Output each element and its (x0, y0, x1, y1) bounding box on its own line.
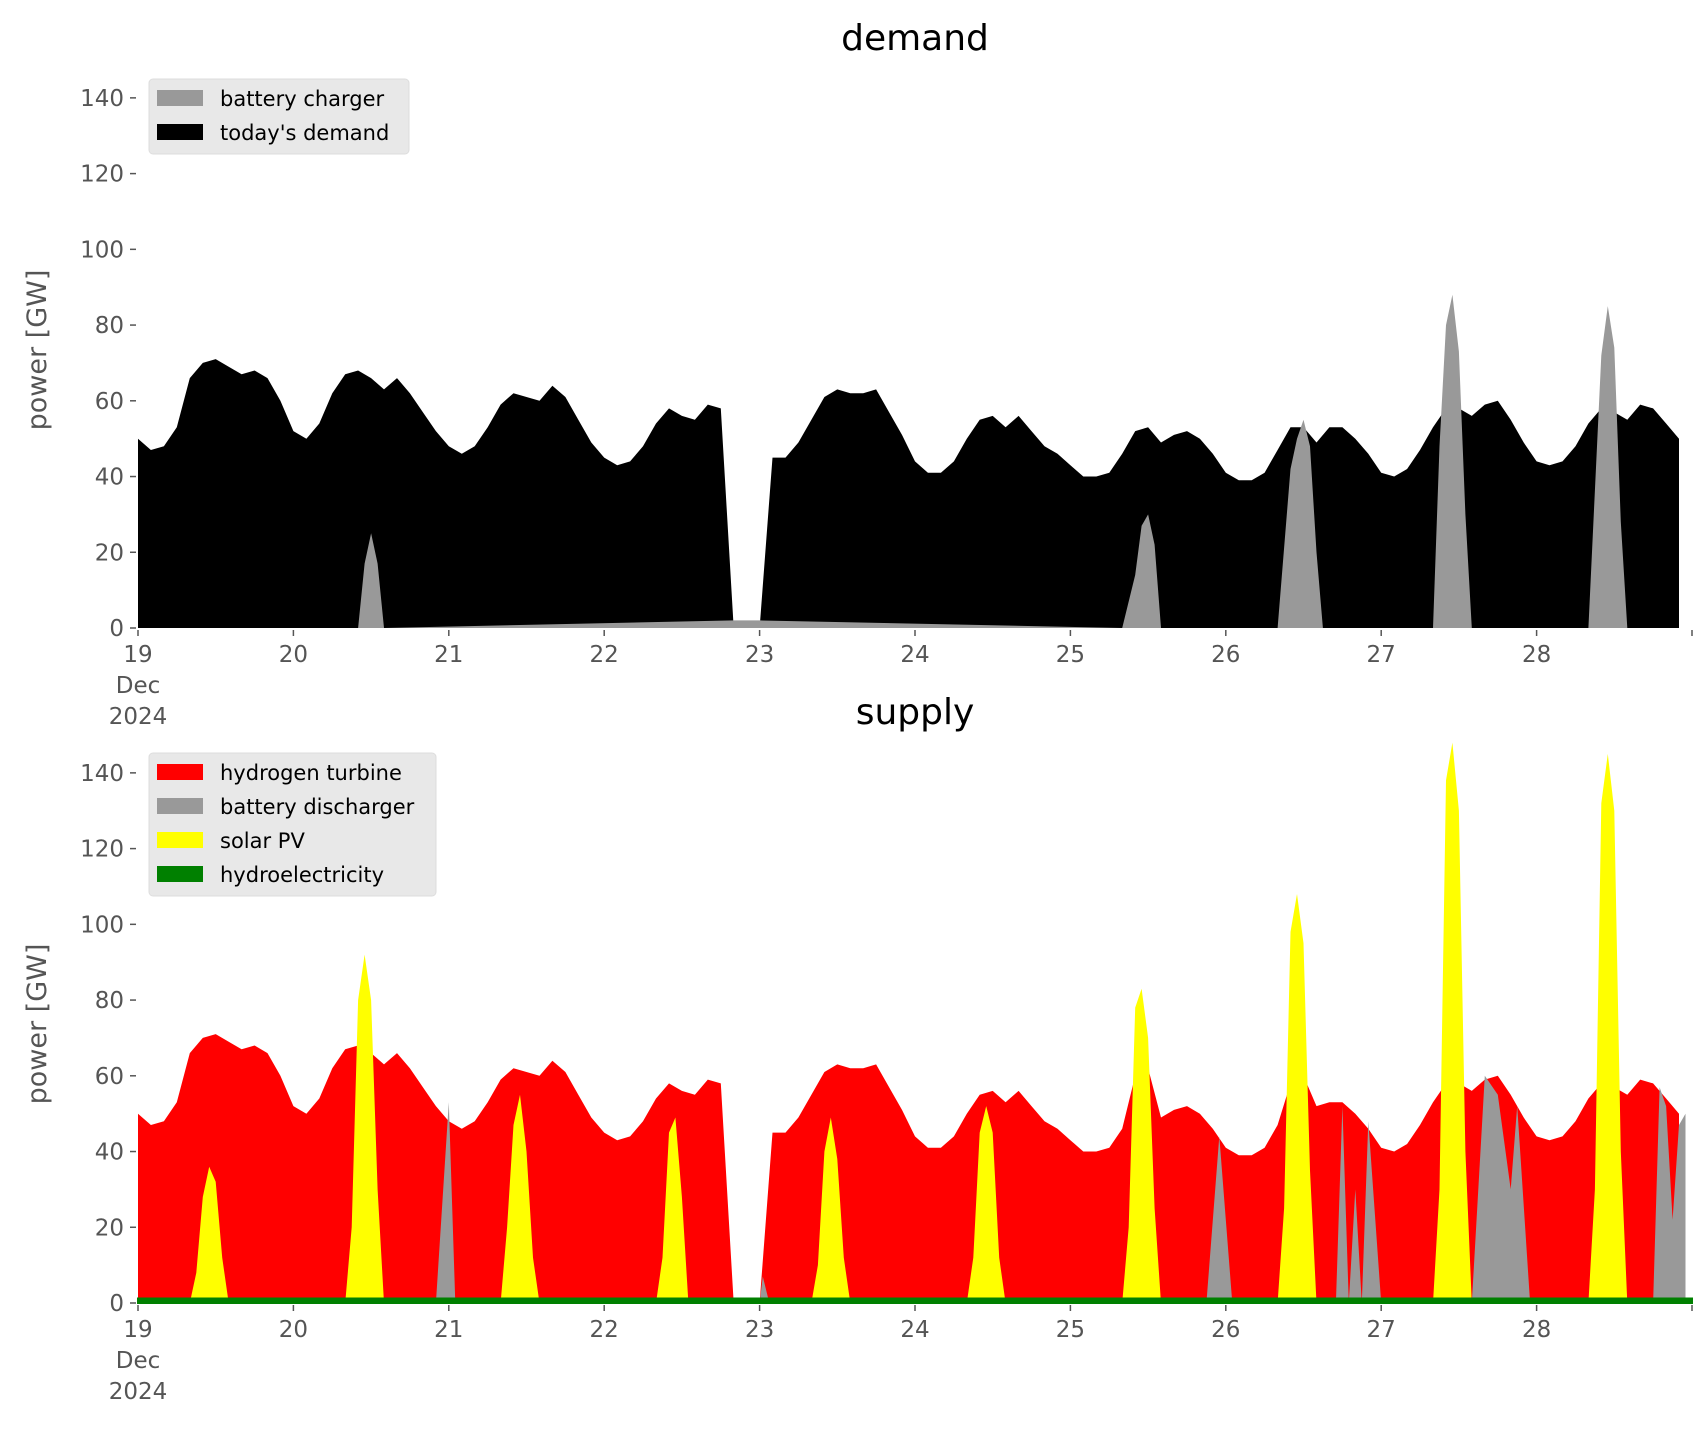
y-tick-label: 140 (80, 761, 124, 787)
y-tick-label: 120 (80, 837, 124, 863)
y-tick-label: 60 (95, 389, 124, 415)
series-battery-charger-area (358, 294, 1628, 628)
x-tick-label: 28 (1522, 642, 1551, 668)
x-tick-label: 27 (1367, 1317, 1396, 1343)
demand-y-ticks: 0 20 40 60 80 100 120 140 (80, 86, 136, 642)
x-tick-label: 21 (434, 1317, 463, 1343)
legend-label-battery-charger: battery charger (220, 87, 385, 111)
demand-legend-box (148, 78, 410, 155)
legend-swatch-solar-pv (157, 832, 203, 848)
x-tick-label: 26 (1211, 642, 1240, 668)
supply-chart-title: supply (856, 692, 975, 733)
supply-plot-area (137, 742, 1693, 1304)
x-tick-label: 19 (123, 1317, 152, 1343)
series-battery-discharger-area (435, 1075, 1686, 1303)
demand-y-axis-label: power [GW] (22, 270, 53, 431)
x-tick-label: 22 (590, 1317, 619, 1343)
legend-swatch-todays-demand (157, 124, 203, 140)
y-tick-label: 120 (80, 162, 124, 188)
x-tick-label: 2024 (109, 1379, 168, 1405)
y-tick-label: 0 (109, 1291, 124, 1317)
legend-label-hydroelectricity: hydroelectricity (220, 863, 384, 887)
legend-label-todays-demand: today's demand (220, 121, 389, 145)
x-tick-label: 24 (900, 642, 929, 668)
legend-swatch-battery-discharger (157, 798, 203, 814)
supply-chart: supply power [GW] 0 20 40 60 80 100 120 140 19 D… (22, 692, 1693, 1405)
supply-legend: hydrogen turbine battery discharger sola… (148, 752, 437, 897)
x-tick-label: 27 (1367, 642, 1396, 668)
y-tick-label: 20 (95, 540, 124, 566)
x-tick-label: 22 (590, 642, 619, 668)
legend-swatch-hydroelectricity (157, 866, 203, 882)
x-tick-label: 26 (1211, 1317, 1240, 1343)
series-hydroelectricity-area (137, 1297, 1693, 1304)
y-tick-label: 60 (95, 1064, 124, 1090)
y-tick-label: 40 (95, 465, 124, 491)
x-tick-label: 20 (279, 642, 308, 668)
supply-legend-box (148, 752, 437, 897)
x-tick-label: 25 (1056, 642, 1085, 668)
y-tick-label: 140 (80, 86, 124, 112)
y-tick-label: 0 (109, 616, 124, 642)
supply-x-ticks: 19 Dec 2024 20 21 22 23 24 25 26 27 28 (109, 1305, 1693, 1405)
x-tick-label: 24 (900, 1317, 929, 1343)
x-tick-label: 21 (434, 642, 463, 668)
x-tick-label: Dec (116, 1348, 161, 1374)
y-tick-label: 20 (95, 1215, 124, 1241)
legend-swatch-hydrogen-turbine (157, 764, 203, 780)
legend-swatch-battery-charger (157, 90, 203, 106)
x-tick-label: 28 (1522, 1317, 1551, 1343)
legend-label-hydrogen-turbine: hydrogen turbine (220, 761, 402, 785)
x-tick-label: 2024 (109, 704, 168, 730)
x-tick-label: 20 (279, 1317, 308, 1343)
x-tick-label: 25 (1056, 1317, 1085, 1343)
x-tick-label: 23 (745, 1317, 774, 1343)
supply-y-ticks: 0 20 40 60 80 100 120 140 (80, 761, 136, 1317)
y-tick-label: 100 (80, 237, 124, 263)
demand-x-ticks: 19 Dec 2024 20 21 22 23 24 25 26 27 28 (109, 630, 1693, 730)
demand-chart-title: demand (841, 18, 989, 59)
legend-label-battery-discharger: battery discharger (220, 795, 415, 819)
y-tick-label: 40 (95, 1140, 124, 1166)
x-tick-label: Dec (116, 673, 161, 699)
demand-chart: demand power [GW] 0 20 40 60 80 100 120 140 19 D… (22, 18, 1693, 730)
demand-plot-area (138, 294, 1679, 628)
x-tick-label: 19 (123, 642, 152, 668)
x-tick-label: 23 (745, 642, 774, 668)
y-tick-label: 80 (95, 313, 124, 339)
supply-y-axis-label: power [GW] (22, 944, 53, 1105)
y-tick-label: 80 (95, 988, 124, 1014)
legend-label-solar-pv: solar PV (220, 829, 305, 853)
demand-legend: battery charger today's demand (148, 78, 410, 155)
y-tick-label: 100 (80, 912, 124, 938)
